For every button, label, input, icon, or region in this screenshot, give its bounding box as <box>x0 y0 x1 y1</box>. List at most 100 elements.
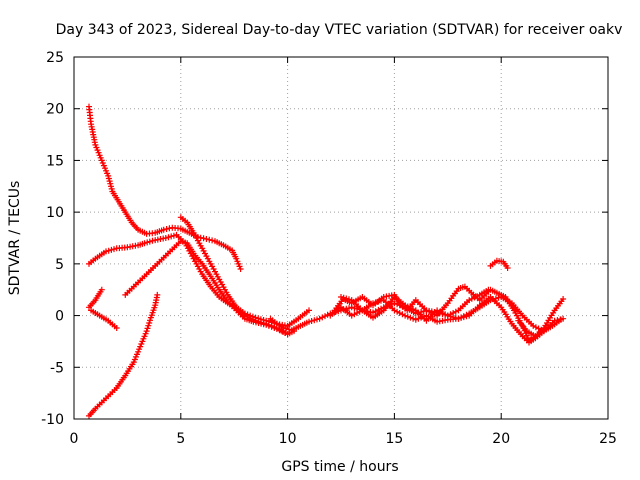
data-point <box>311 317 318 324</box>
data-point <box>346 296 352 303</box>
data-point <box>458 314 465 321</box>
data-point <box>143 328 150 335</box>
series-arc-12 <box>487 257 511 271</box>
data-point <box>348 312 355 319</box>
data-point <box>354 310 360 316</box>
data-point <box>343 295 350 302</box>
data-point <box>442 311 449 318</box>
data-series <box>86 103 567 419</box>
data-point <box>530 322 537 329</box>
series-arc-2 <box>86 231 312 329</box>
data-point <box>280 325 287 331</box>
data-point <box>162 235 169 241</box>
data-point <box>436 308 443 315</box>
data-point <box>324 311 331 318</box>
series-arc-11 <box>338 286 492 324</box>
data-point <box>144 325 151 332</box>
x-tick-label: 15 <box>385 431 403 447</box>
data-point <box>485 286 492 293</box>
data-point <box>237 266 244 272</box>
chart-title: Day 343 of 2023, Sidereal Day-to-day VTE… <box>56 22 623 38</box>
data-point <box>209 237 216 244</box>
data-point <box>163 226 170 232</box>
data-point <box>450 310 457 316</box>
data-point <box>468 295 475 302</box>
y-tick-label: 20 <box>46 102 64 118</box>
data-point <box>154 291 161 298</box>
data-point <box>316 315 323 322</box>
x-axis-label: GPS time / hours <box>281 459 398 475</box>
data-point <box>535 325 542 332</box>
series-trace <box>517 318 562 338</box>
data-point <box>247 315 254 322</box>
data-point <box>532 324 539 331</box>
series-arc-6 <box>86 291 161 419</box>
data-point <box>98 286 105 293</box>
data-point <box>241 312 248 319</box>
data-point <box>396 310 403 316</box>
data-point <box>378 297 384 304</box>
data-point <box>402 312 409 319</box>
data-point <box>200 235 207 242</box>
data-point <box>113 325 120 331</box>
y-tick-label: 15 <box>46 153 64 169</box>
data-point <box>263 320 270 327</box>
data-point <box>410 315 417 322</box>
data-point <box>105 247 112 254</box>
data-point <box>160 226 167 233</box>
data-point <box>249 316 256 323</box>
data-point <box>147 317 153 324</box>
data-point <box>257 319 264 326</box>
data-point <box>460 314 467 321</box>
data-point <box>319 314 326 321</box>
data-point <box>415 315 422 322</box>
y-tick-label: -10 <box>41 412 64 428</box>
series-arc-10 <box>327 294 547 346</box>
data-point <box>265 321 272 328</box>
data-point <box>168 233 175 240</box>
series-arc-1 <box>86 103 244 272</box>
data-point <box>391 300 398 307</box>
data-point <box>452 308 459 315</box>
data-point <box>426 308 433 315</box>
data-point <box>165 234 172 241</box>
data-point <box>471 294 478 301</box>
data-point <box>372 299 379 306</box>
data-point <box>444 312 451 319</box>
data-point <box>103 248 109 255</box>
data-point <box>145 322 152 329</box>
data-point <box>141 240 148 247</box>
data-point <box>560 296 567 302</box>
data-point <box>203 236 210 242</box>
y-tick-label: 0 <box>55 309 64 325</box>
axis-ticks: 0 5 10 15 20 25 -10 -5 0 5 10 15 20 25 <box>41 50 617 447</box>
data-point <box>504 265 511 271</box>
data-point <box>407 304 414 311</box>
data-point <box>402 302 409 309</box>
x-tick-label: 0 <box>70 431 79 447</box>
y-axis-label: SDTVAR / TECUs <box>7 181 23 296</box>
series-arc-7 <box>177 214 297 338</box>
data-point <box>146 320 153 326</box>
data-point <box>346 305 352 312</box>
data-point <box>149 237 156 244</box>
y-tick-label: -5 <box>50 360 64 376</box>
y-tick-label: 25 <box>46 50 64 66</box>
data-point <box>407 314 414 321</box>
plot-frame <box>73 56 609 420</box>
series-arc-13 <box>515 316 564 340</box>
data-point <box>255 318 262 325</box>
data-point <box>283 325 290 332</box>
data-point <box>206 236 213 243</box>
data-point <box>308 318 315 324</box>
data-point <box>306 307 312 314</box>
x-tick-label: 25 <box>599 431 617 447</box>
x-tick-label: 20 <box>492 431 510 447</box>
series-arc-3 <box>86 286 105 311</box>
data-point <box>111 246 117 253</box>
data-point <box>423 307 430 314</box>
data-point <box>391 307 398 314</box>
data-point <box>268 322 275 329</box>
data-point <box>146 238 153 245</box>
